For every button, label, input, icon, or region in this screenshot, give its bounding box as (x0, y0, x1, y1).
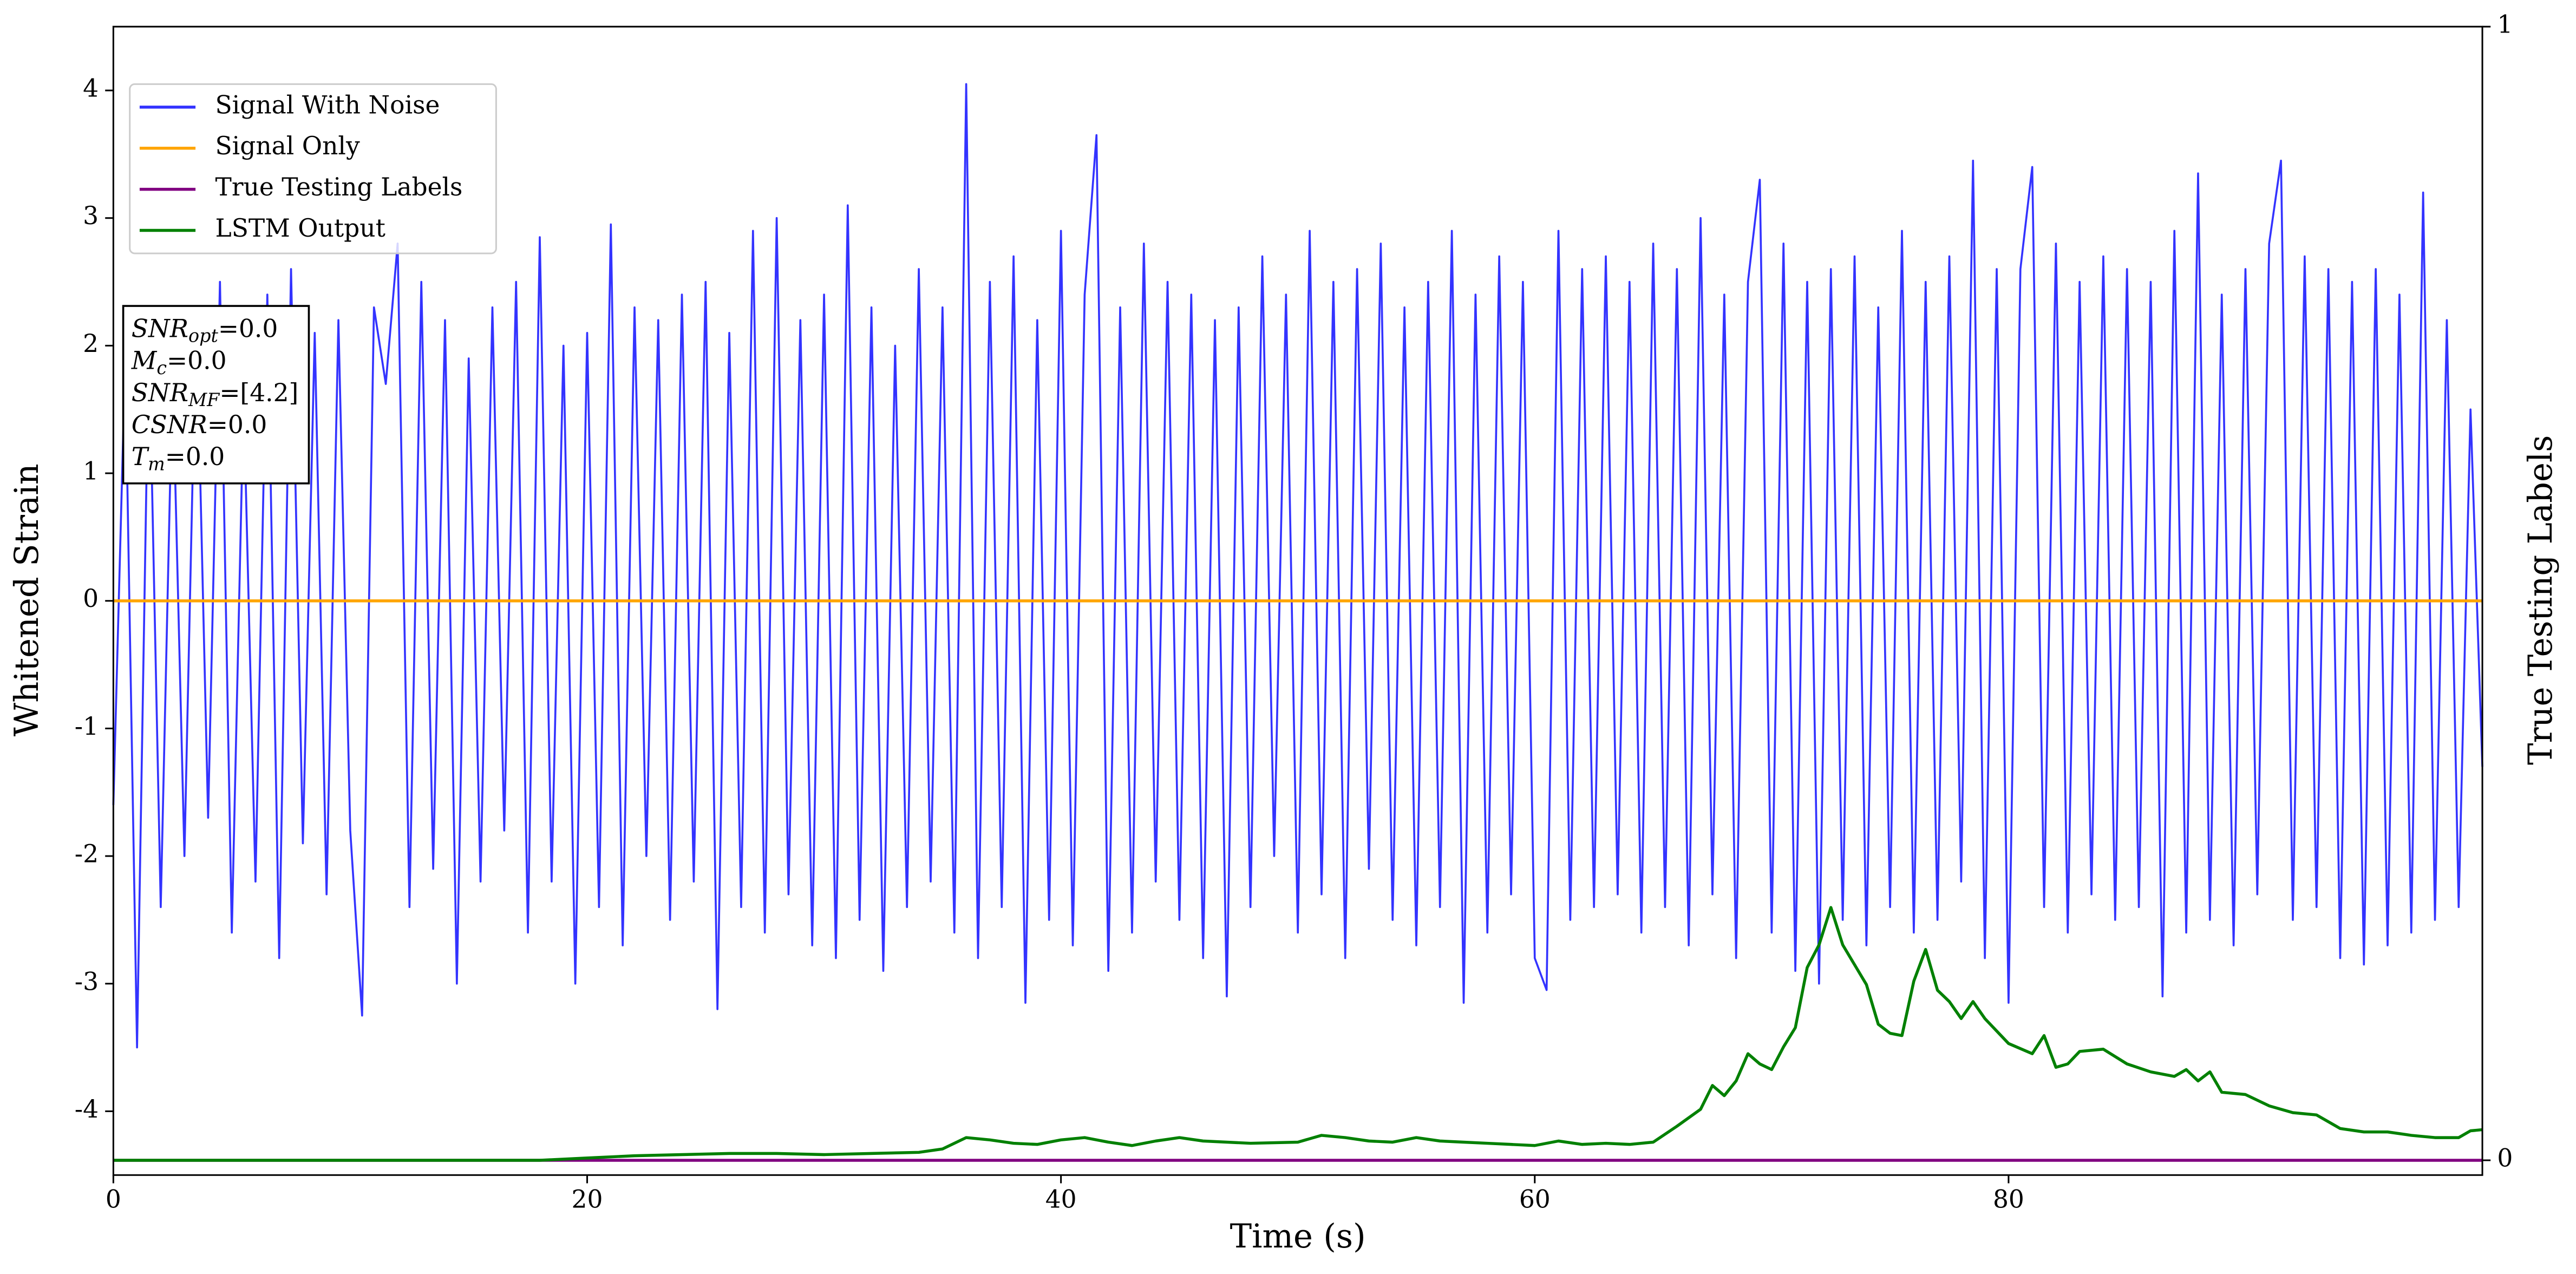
series-line (113, 906, 2483, 1162)
annotation-subscript: MF (188, 389, 220, 410)
x-axis-label: Time (s) (1230, 1218, 1366, 1256)
y2-axis-label: True Testing Labels (2522, 435, 2560, 765)
annotation-symbol: SNR (132, 378, 188, 407)
legend-label: Signal Only (215, 132, 360, 160)
y-tick-label: 3 (83, 201, 99, 230)
y-tick-label: -1 (75, 712, 99, 741)
annotation-line: CSNR=0.0 (132, 410, 267, 439)
x-tick-label: 20 (572, 1185, 603, 1213)
annotation-line: Tm=0.0 (132, 442, 225, 475)
annotation-value: =0.0 (218, 314, 278, 343)
annotation-symbol: M (131, 346, 158, 375)
annotation-line: Mc=0.0 (131, 346, 227, 378)
annotation-symbol: CSNR (132, 410, 207, 439)
y-tick-label: 1 (83, 457, 99, 486)
annotation-subscript: c (156, 357, 167, 378)
legend-label: Signal With Noise (215, 90, 440, 119)
y-tick-label: -4 (75, 1095, 99, 1123)
y-tick-label: -3 (75, 967, 99, 996)
y-tick-label: 0 (83, 584, 99, 613)
plot-area (112, 83, 2483, 1162)
y-tick-label: 4 (83, 74, 99, 103)
x-tick-label: 0 (106, 1185, 121, 1213)
annotation-value: =0.0 (165, 442, 225, 471)
annotation-box (122, 305, 310, 485)
annotation-value: =0.0 (207, 410, 267, 439)
annotation-line: SNRopt=0.0 (132, 314, 278, 347)
annotation-line: SNRMF=[4.2] (132, 378, 299, 410)
annotation-subscript: opt (188, 325, 218, 347)
series-line (112, 83, 2483, 1049)
annotation-symbol: T (132, 442, 150, 471)
x-tick-label: 80 (1993, 1185, 2024, 1213)
legend-label: LSTM Output (215, 214, 385, 243)
annotation-symbol: SNR (132, 314, 188, 343)
x-tick-label: 40 (1045, 1185, 1077, 1213)
y2-tick-label: 1 (2497, 10, 2513, 39)
y2-tick-label: 0 (2497, 1144, 2513, 1172)
y-tick-label: -2 (75, 840, 99, 868)
annotation-value: =0.0 (167, 346, 226, 375)
annotation-subscript: m (148, 453, 165, 474)
x-tick-label: 60 (1519, 1185, 1551, 1213)
y-tick-label: 2 (83, 329, 99, 358)
legend-box (129, 83, 497, 254)
y-axis-label: Whitened Strain (8, 463, 46, 736)
legend-label: True Testing Labels (215, 173, 463, 201)
annotation-value: =[4.2] (219, 378, 298, 407)
